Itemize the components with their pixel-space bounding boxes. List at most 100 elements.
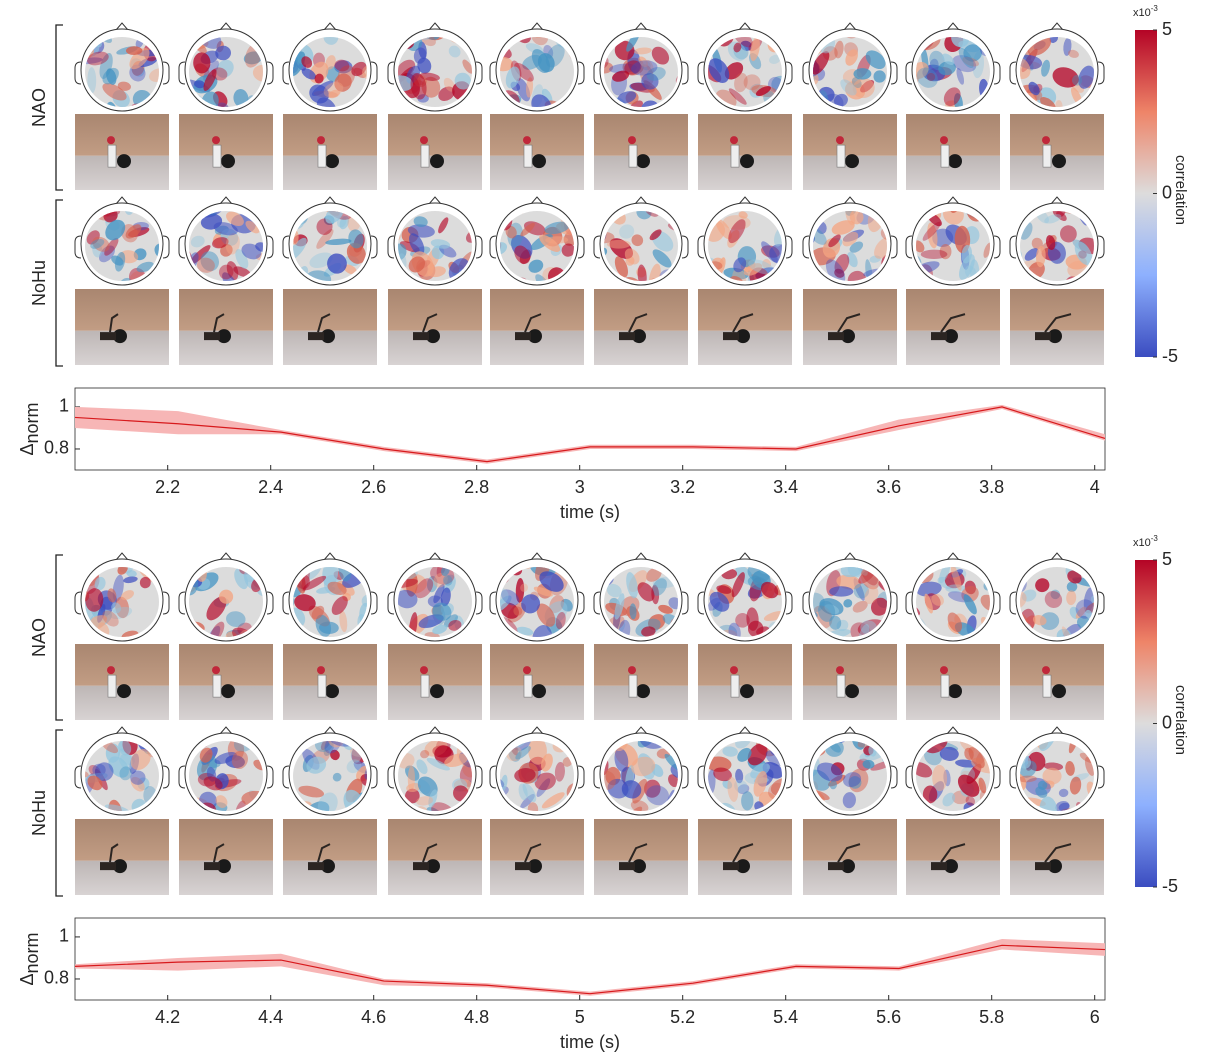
ball	[321, 859, 335, 874]
topomap-blob	[860, 567, 879, 586]
topomap-blob	[525, 77, 534, 98]
topomap-blob	[652, 578, 667, 596]
topomap-blob	[360, 773, 367, 788]
ear	[266, 61, 274, 85]
topomap-blob	[1044, 591, 1063, 608]
topomap-blob	[190, 235, 205, 248]
robot-body	[628, 144, 638, 168]
ear	[890, 591, 898, 615]
topomap-blob	[1020, 55, 1031, 79]
robot-arm	[732, 843, 754, 863]
topomap-blob	[641, 73, 659, 90]
x-tick-label: 5.6	[876, 1007, 901, 1027]
topomap-blob	[989, 792, 990, 810]
ear	[282, 591, 290, 615]
topomap-blob	[648, 263, 661, 281]
topomap-blob	[747, 743, 768, 766]
nose	[530, 196, 544, 205]
topomap-blob	[978, 777, 987, 794]
ear	[178, 591, 186, 615]
robot-base	[723, 332, 739, 341]
topomap-blob	[194, 80, 206, 89]
topomap-blob	[105, 743, 120, 763]
robot-base	[1035, 862, 1051, 871]
ball	[1052, 154, 1066, 169]
ear	[387, 61, 395, 85]
photo-wall	[490, 114, 584, 156]
ear	[697, 235, 705, 259]
topomap-blob	[1035, 578, 1050, 593]
topomap-blob	[293, 51, 306, 77]
topomap-blob	[761, 241, 778, 263]
photo-wall	[490, 289, 584, 331]
topomap-blob	[636, 211, 652, 220]
robot-body	[212, 674, 222, 698]
topomap-blob	[85, 57, 103, 65]
topomap-blob	[853, 68, 872, 80]
topomap-blob	[346, 242, 366, 264]
ball	[528, 859, 542, 874]
topomap-blob	[102, 83, 127, 101]
topomap-blob	[307, 567, 322, 580]
topomap-blob	[500, 216, 502, 226]
topomap-blob	[724, 62, 744, 80]
topomap-blob	[298, 785, 325, 798]
topomap-blob	[737, 747, 752, 762]
robot-arm	[213, 313, 225, 333]
topomap-blob	[522, 783, 537, 803]
topomap-blob	[443, 575, 453, 586]
ear	[681, 61, 689, 85]
topomap	[189, 741, 263, 811]
topomap-blob	[818, 600, 836, 622]
robot-arm	[213, 843, 225, 863]
topomap-blob	[541, 753, 553, 772]
ball	[841, 859, 855, 874]
topomap-blob	[874, 237, 887, 259]
topomap-blob	[125, 46, 143, 56]
ear	[890, 235, 898, 259]
topomap-blob	[398, 243, 407, 260]
topomap-blob	[448, 45, 461, 58]
topomap-blob	[462, 761, 472, 778]
photo-wall	[1010, 289, 1104, 331]
ball	[117, 684, 131, 699]
x-tick-label: 3.4	[773, 477, 798, 497]
topomap-blob	[514, 62, 534, 82]
ear	[681, 591, 689, 615]
colorbar	[1135, 560, 1157, 887]
topomap-blob	[962, 56, 979, 67]
topomap-blob	[118, 741, 132, 756]
topomap-blob	[426, 757, 450, 771]
topomap-blob	[963, 44, 983, 62]
topomap-blob	[957, 774, 980, 797]
topomap-blob	[199, 747, 213, 763]
robot-body	[420, 674, 430, 698]
topomap-blob	[149, 68, 159, 82]
topomap-blob	[200, 251, 219, 272]
topomap-blob	[980, 594, 990, 612]
colorbar-label: correlation	[1172, 155, 1189, 225]
topomap-blob	[520, 19, 532, 30]
x-tick-label: 4.8	[464, 1007, 489, 1027]
topomap-blob	[716, 585, 732, 594]
topomap-blob	[327, 581, 347, 595]
topomap-blob	[1040, 97, 1056, 107]
robot-body	[317, 144, 327, 168]
topomap-blob	[748, 259, 774, 275]
topomap-blob	[343, 264, 357, 275]
robot-head	[107, 666, 115, 675]
topomap-blob	[920, 249, 948, 260]
ear	[1097, 765, 1105, 789]
ear	[282, 61, 290, 85]
topomap-blob	[646, 67, 666, 81]
confidence-band	[75, 939, 1105, 996]
ball	[113, 329, 127, 344]
nose	[428, 726, 442, 735]
topomap-blob	[652, 249, 672, 268]
topomap-blob	[845, 49, 858, 66]
topomap-blob	[813, 51, 830, 75]
topomap-blob	[214, 751, 237, 765]
topomap-blob	[824, 604, 840, 615]
nose	[428, 552, 442, 561]
photo-wall	[594, 644, 688, 686]
